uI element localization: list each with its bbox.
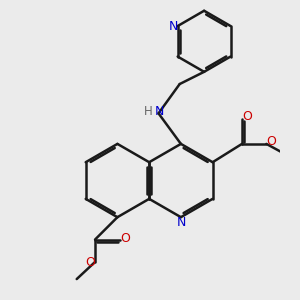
Text: N: N: [169, 20, 178, 32]
Text: O: O: [242, 110, 252, 123]
Text: N: N: [154, 105, 164, 118]
Text: H: H: [144, 105, 153, 118]
Text: N: N: [177, 216, 186, 229]
Text: O: O: [85, 256, 95, 269]
Text: O: O: [267, 135, 277, 148]
Text: O: O: [121, 232, 130, 245]
